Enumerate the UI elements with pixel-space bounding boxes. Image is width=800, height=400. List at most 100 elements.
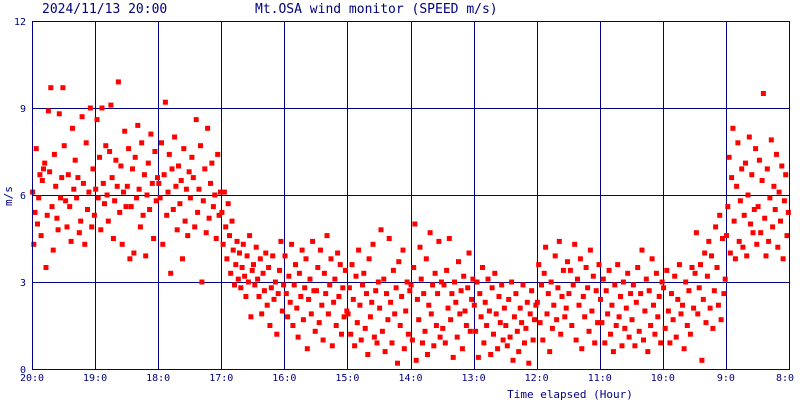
data-point-76 bbox=[127, 256, 133, 262]
data-point-362 bbox=[507, 334, 513, 340]
data-point-547 bbox=[767, 195, 773, 201]
data-point-370 bbox=[519, 320, 525, 326]
data-point-302 bbox=[427, 230, 433, 236]
data-point-163 bbox=[243, 294, 249, 299]
data-point-58 bbox=[104, 192, 110, 198]
data-point-33 bbox=[71, 186, 77, 192]
data-point-358 bbox=[501, 305, 507, 311]
x-tick-label-9: 11:0 bbox=[588, 373, 612, 384]
data-point-531 bbox=[746, 134, 752, 140]
data-point-172 bbox=[255, 276, 261, 282]
data-point-137 bbox=[209, 160, 215, 166]
data-point-529 bbox=[744, 253, 750, 259]
data-point-43 bbox=[85, 207, 90, 212]
data-point-393 bbox=[551, 302, 557, 308]
data-point-47 bbox=[90, 166, 96, 172]
data-point-340 bbox=[477, 291, 483, 297]
data-point-553 bbox=[775, 244, 781, 250]
data-point-304 bbox=[430, 282, 436, 288]
data-point-82 bbox=[135, 122, 141, 128]
data-point-517 bbox=[729, 175, 735, 181]
data-point-456 bbox=[641, 337, 646, 343]
data-point-67 bbox=[115, 79, 121, 85]
data-point-204 bbox=[298, 294, 304, 299]
data-point-148 bbox=[224, 256, 230, 262]
data-point-466 bbox=[655, 314, 661, 320]
data-point-15 bbox=[48, 85, 54, 91]
data-point-157 bbox=[235, 276, 241, 282]
data-point-199 bbox=[291, 282, 297, 288]
data-point-242 bbox=[348, 331, 354, 337]
data-point-123 bbox=[189, 154, 195, 160]
data-point-403 bbox=[565, 259, 570, 265]
data-point-211 bbox=[307, 276, 313, 282]
data-point-392 bbox=[549, 325, 555, 331]
data-point-402 bbox=[563, 305, 569, 311]
data-point-201 bbox=[294, 305, 300, 311]
data-point-396 bbox=[555, 285, 561, 291]
data-point-88 bbox=[143, 253, 149, 259]
data-point-472 bbox=[664, 267, 670, 273]
data-point-413 bbox=[579, 346, 585, 352]
data-point-252 bbox=[361, 270, 367, 276]
data-point-303 bbox=[428, 311, 434, 317]
data-point-351 bbox=[492, 270, 498, 276]
data-point-126 bbox=[193, 117, 199, 123]
data-point-278 bbox=[396, 259, 402, 265]
data-point-167 bbox=[248, 314, 254, 320]
data-point-484 bbox=[683, 279, 689, 285]
data-point-308 bbox=[435, 291, 441, 297]
data-point-399 bbox=[559, 294, 565, 299]
data-point-9 bbox=[41, 166, 46, 172]
data-point-208 bbox=[303, 256, 309, 262]
data-point-256 bbox=[366, 256, 372, 262]
data-point-234 bbox=[337, 262, 343, 268]
data-point-16 bbox=[49, 204, 55, 210]
data-point-11 bbox=[43, 265, 49, 270]
data-point-295 bbox=[418, 276, 424, 282]
data-point-397 bbox=[556, 238, 562, 244]
data-point-320 bbox=[450, 354, 456, 360]
data-point-382 bbox=[536, 262, 542, 268]
data-point-6 bbox=[37, 172, 43, 178]
data-point-435 bbox=[610, 349, 616, 355]
data-point-173 bbox=[256, 294, 262, 299]
x-tick-label-8: 12:0 bbox=[525, 373, 549, 384]
data-point-519 bbox=[731, 218, 737, 224]
data-point-409 bbox=[573, 337, 579, 343]
data-point-257 bbox=[367, 314, 373, 320]
data-point-93 bbox=[149, 180, 155, 186]
data-point-545 bbox=[764, 166, 770, 172]
data-point-114 bbox=[177, 201, 183, 207]
data-point-177 bbox=[261, 288, 267, 294]
data-point-330 bbox=[463, 323, 469, 328]
data-point-17 bbox=[50, 247, 56, 253]
data-point-298 bbox=[422, 328, 428, 334]
data-point-560 bbox=[784, 233, 790, 239]
data-point-166 bbox=[247, 233, 253, 239]
data-point-363 bbox=[509, 279, 515, 285]
data-point-244 bbox=[350, 296, 356, 302]
data-point-482 bbox=[680, 302, 685, 308]
data-point-223 bbox=[323, 291, 329, 297]
data-point-400 bbox=[560, 267, 566, 273]
data-point-263 bbox=[375, 279, 381, 285]
x-tick-label-6: 14:0 bbox=[398, 373, 422, 384]
data-point-505 bbox=[713, 224, 719, 230]
data-point-87 bbox=[141, 172, 147, 178]
data-point-522 bbox=[735, 140, 741, 146]
data-point-284 bbox=[404, 279, 410, 285]
data-point-147 bbox=[223, 224, 229, 230]
data-point-313 bbox=[441, 282, 447, 288]
data-point-168 bbox=[249, 267, 255, 273]
x-tick-label-5: 15:0 bbox=[335, 373, 359, 384]
data-point-385 bbox=[540, 337, 546, 343]
data-point-90 bbox=[145, 160, 151, 166]
data-point-350 bbox=[491, 331, 496, 337]
data-point-29 bbox=[65, 172, 71, 178]
data-point-492 bbox=[695, 311, 701, 317]
data-point-220 bbox=[319, 302, 325, 308]
data-point-337 bbox=[473, 328, 479, 334]
data-point-326 bbox=[458, 288, 464, 294]
data-point-4 bbox=[35, 221, 40, 227]
